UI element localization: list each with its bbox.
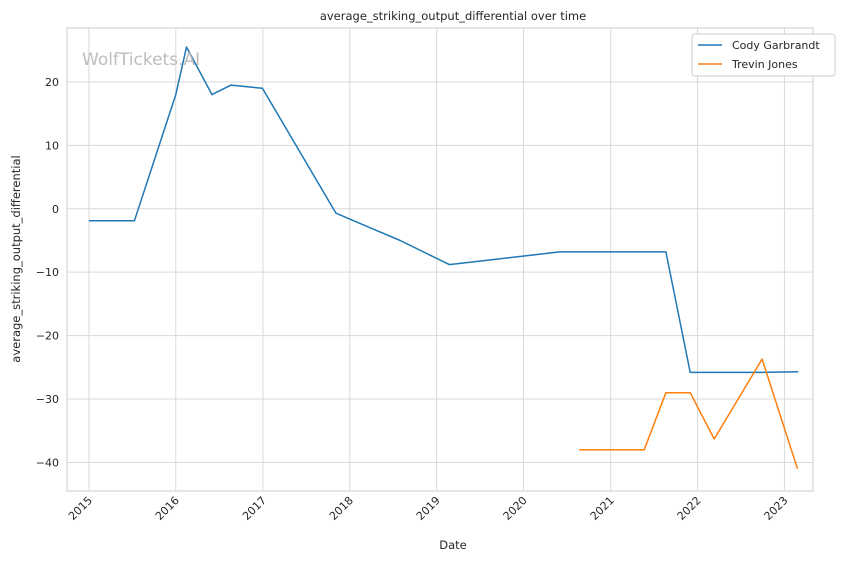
x-axis-title: Date xyxy=(439,538,467,552)
chart-title: average_striking_output_differential ove… xyxy=(320,9,586,23)
legend-label-trevin-jones: Trevin Jones xyxy=(731,58,798,71)
y-tick-label: 20 xyxy=(45,76,59,89)
x-tick-label: 2018 xyxy=(327,494,356,523)
y-tick-label: −20 xyxy=(36,330,59,343)
x-tick-label: 2016 xyxy=(153,494,182,523)
legend: Cody Garbrandt Trevin Jones xyxy=(691,33,836,77)
x-tick-label: 2023 xyxy=(762,494,791,523)
x-tick-label: 2015 xyxy=(66,494,95,523)
y-tick-label: −40 xyxy=(36,456,59,469)
x-tick-label: 2022 xyxy=(675,494,704,523)
x-tick-label: 2017 xyxy=(240,494,269,523)
watermark: WolfTickets.AI xyxy=(82,50,200,70)
y-axis-ticks: 20 10 0 −10 −20 −30 −40 xyxy=(36,76,59,470)
series-lines xyxy=(88,46,799,470)
x-tick-label: 2021 xyxy=(588,494,617,523)
y-tick-label: 0 xyxy=(52,203,59,216)
x-tick-label: 2020 xyxy=(501,494,530,523)
series-line-trevin-jones xyxy=(579,358,799,470)
legend-label-cody-garbrandt: Cody Garbrandt xyxy=(732,39,820,52)
series-line-cody-garbrandt xyxy=(88,46,799,374)
x-axis-ticks: 2015 2016 2017 2018 2019 2020 2021 2022 2023 xyxy=(66,494,791,523)
grid xyxy=(67,28,813,491)
legend-box xyxy=(691,33,836,77)
y-tick-label: −30 xyxy=(36,393,59,406)
y-tick-label: −10 xyxy=(36,266,59,279)
y-tick-label: 10 xyxy=(45,139,59,152)
x-tick-label: 2019 xyxy=(414,494,443,523)
y-axis-title: average_striking_output_differential xyxy=(9,155,23,362)
